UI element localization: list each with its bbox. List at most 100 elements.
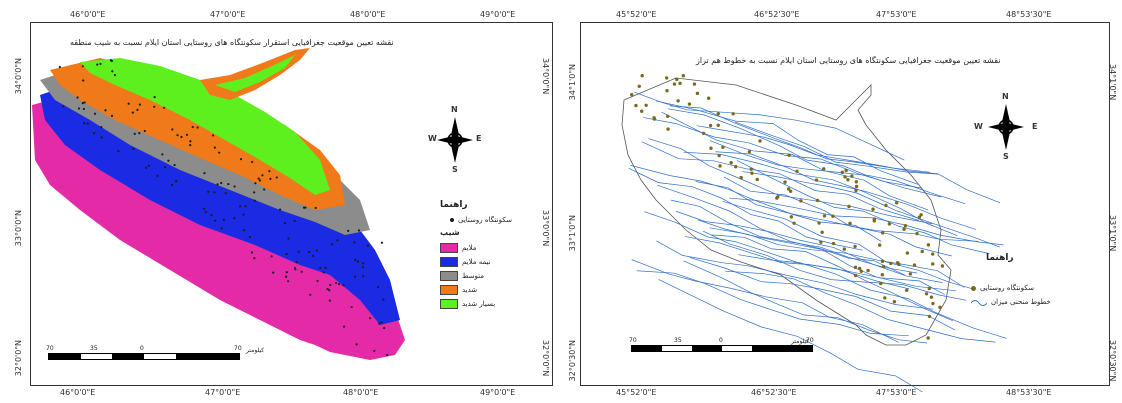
village-point xyxy=(110,114,114,117)
bottom-tick: 45°52'0"E xyxy=(616,388,657,397)
village-point xyxy=(820,230,824,234)
village-point xyxy=(175,180,178,183)
village-point xyxy=(915,231,919,236)
village-point xyxy=(931,252,935,256)
compass-label-s: S xyxy=(1003,152,1009,161)
contour-line xyxy=(725,270,996,343)
village-point xyxy=(253,191,256,194)
scale-label: 0 xyxy=(719,337,723,344)
compass-needle-e xyxy=(455,136,473,144)
village-point xyxy=(81,102,84,105)
left-map-title: نقشه تعیین موقعیت جغرافیایی استقرار سکون… xyxy=(70,38,394,47)
village-point xyxy=(220,227,223,230)
village-point xyxy=(640,74,644,78)
village-point xyxy=(831,241,836,246)
village-point-icon xyxy=(971,285,976,291)
contour-line xyxy=(697,219,956,292)
village-point xyxy=(171,128,174,131)
contour-line xyxy=(742,171,1000,248)
village-point xyxy=(927,314,932,319)
village-point xyxy=(378,322,381,325)
legend-slope-item: متوسط xyxy=(440,271,484,281)
village-point xyxy=(369,317,372,320)
village-point xyxy=(263,188,266,191)
legend-swatch xyxy=(440,243,458,253)
village-point xyxy=(844,168,848,173)
village-points-left xyxy=(58,59,389,357)
contour-line xyxy=(634,91,905,161)
village-point xyxy=(940,264,945,268)
village-point xyxy=(300,270,303,273)
village-point xyxy=(717,153,721,158)
village-point xyxy=(905,251,910,255)
village-point xyxy=(840,170,844,175)
legend-slope-label: ملایم xyxy=(462,244,477,252)
village-point xyxy=(127,102,130,105)
village-point xyxy=(721,145,725,149)
compass-rose xyxy=(437,117,473,163)
compass-label-s: S xyxy=(452,165,458,174)
village-point xyxy=(666,114,670,118)
contour-line xyxy=(684,236,945,295)
village-point xyxy=(786,187,791,191)
village-point xyxy=(857,266,862,271)
contour-line xyxy=(715,151,977,230)
village-point xyxy=(239,205,242,208)
village-point xyxy=(153,105,156,108)
village-point xyxy=(213,191,216,194)
village-point xyxy=(854,184,859,189)
village-point xyxy=(929,295,934,299)
village-point xyxy=(145,166,148,169)
village-point xyxy=(850,174,854,178)
village-point xyxy=(917,215,922,219)
village-point xyxy=(842,247,847,251)
contour-line xyxy=(711,234,953,322)
legend-slope-label: متوسط xyxy=(462,272,484,280)
compass-needle-n xyxy=(451,117,459,140)
village-point xyxy=(253,257,256,260)
right-tick: 32°0'30"N xyxy=(1108,340,1117,382)
village-point-icon xyxy=(450,218,454,222)
village-point xyxy=(853,244,857,249)
slope-map xyxy=(32,48,405,360)
village-point xyxy=(100,126,103,129)
village-point xyxy=(293,266,297,270)
village-point xyxy=(132,147,135,150)
village-point xyxy=(634,103,638,108)
village-point xyxy=(189,140,192,143)
village-point xyxy=(787,153,791,157)
village-point xyxy=(287,280,290,283)
legend-village-label: سکونتگاه روستایی xyxy=(458,216,512,224)
slope-zone-north-arm-green xyxy=(215,55,295,92)
village-point xyxy=(93,132,96,135)
village-point xyxy=(251,160,254,164)
village-point xyxy=(789,215,794,219)
village-point xyxy=(275,176,278,179)
contour-line xyxy=(644,211,910,290)
scale-bar xyxy=(48,353,240,360)
village-point xyxy=(343,325,346,328)
village-point xyxy=(285,252,288,256)
village-point xyxy=(822,167,826,171)
legend-slope-label: نیمه ملایم xyxy=(462,258,491,266)
village-point xyxy=(156,174,159,177)
village-point xyxy=(350,305,353,309)
contour-line xyxy=(689,257,956,331)
village-point xyxy=(161,153,164,156)
village-point xyxy=(854,188,858,193)
village-point xyxy=(887,222,892,226)
legend-slope-title: شیب xyxy=(440,228,460,237)
top-tick: 46°52'30"E xyxy=(754,10,800,19)
village-point xyxy=(814,178,819,182)
compass-rose xyxy=(988,104,1024,150)
village-point xyxy=(366,244,369,247)
village-point xyxy=(675,77,679,82)
top-tick: 45°52'0"E xyxy=(616,10,657,19)
village-point xyxy=(278,208,282,211)
right-map-title: نقشه تعیین موقعیت جغرافیایی سکونتگاه های… xyxy=(696,56,1001,65)
village-point xyxy=(131,111,134,114)
village-point xyxy=(386,353,389,357)
village-point xyxy=(285,275,288,278)
village-point xyxy=(894,201,899,205)
scale-unit: کیلومتر xyxy=(791,338,810,345)
